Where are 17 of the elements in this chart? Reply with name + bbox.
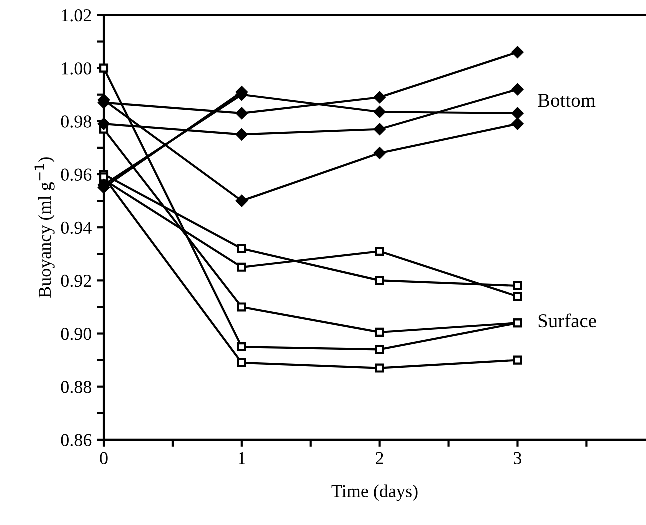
y-tick-label: 0.86: [61, 434, 92, 446]
y-tick-label: 0.94: [61, 222, 92, 234]
y-tick-label: 1.02: [62, 9, 92, 22]
y-tick-label: 0.98: [61, 116, 92, 128]
y-axis-title: Buoyancy (ml g$^{−1}$): [34, 158, 55, 298]
y-tick-label: 0.92: [61, 274, 92, 288]
annotation: Bottom: [538, 94, 596, 108]
x-tick-label: 1: [238, 452, 246, 464]
annotation: Surface: [538, 314, 596, 328]
y-tick-label: 0.90: [61, 328, 92, 340]
x-axis-title: Time (days): [332, 484, 418, 502]
y-tick-label: 1.00: [62, 62, 92, 75]
x-tick-label: 3: [514, 452, 522, 464]
y-tick-label: 0.96: [61, 168, 92, 182]
x-tick-label: 0: [100, 452, 108, 464]
x-tick-label: 2: [376, 452, 384, 464]
y-tick-label: 0.88: [61, 381, 92, 394]
